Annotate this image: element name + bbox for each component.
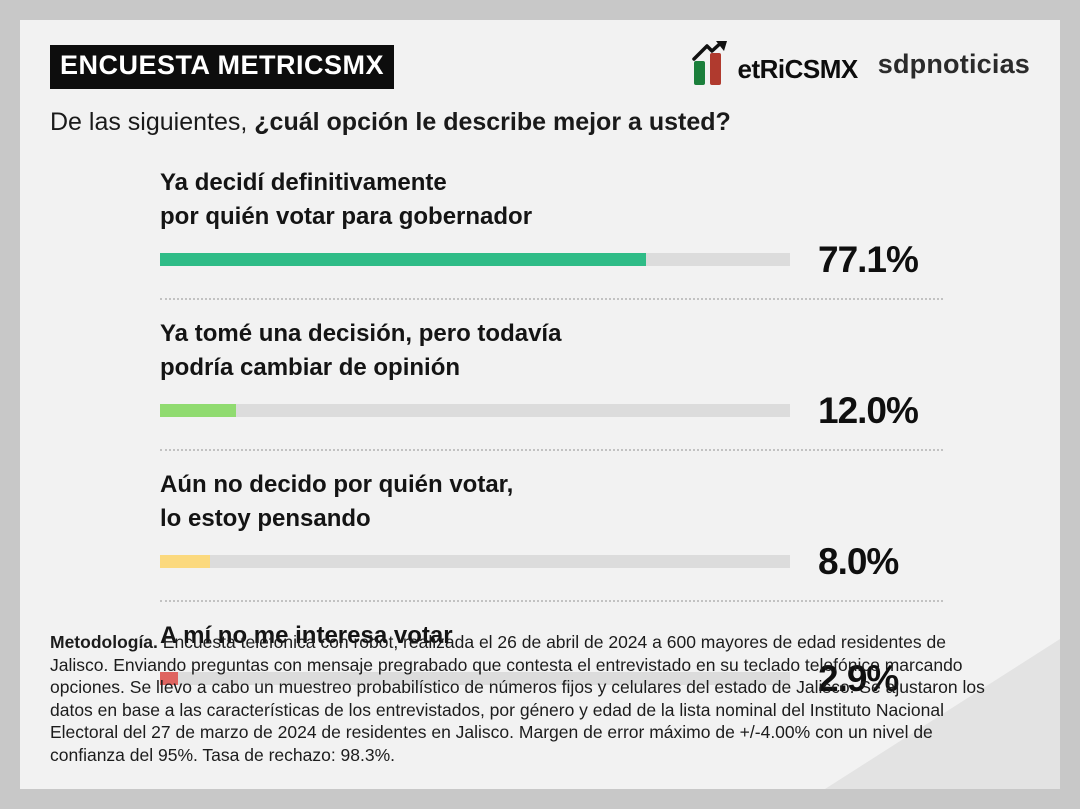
bar-row: 8.0% (160, 543, 943, 580)
result-row: A mí no me interesa votar 2.9% (160, 619, 943, 717)
poll-card: ENCUESTA METRICSMX etRiCSMX sdpnoticias … (20, 20, 1060, 789)
methodology-text: Encuesta telefónica con robot, realizada… (50, 632, 985, 765)
metricsmx-logo-icon (691, 41, 736, 87)
bar-row: 2.9% (160, 660, 943, 697)
brand-row: etRiCSMX sdpnoticias (691, 41, 1030, 87)
poll-title-text: ENCUESTA METRICSMX (60, 50, 385, 80)
methodology-note: Metodología. Encuesta telefónica con rob… (50, 631, 992, 766)
metricsmx-wordmark: etRiCSMX (737, 53, 859, 84)
sdpnoticias-wordmark: sdpnoticias (877, 48, 1030, 79)
results-list: Ya decidí definitivamente por quién vota… (160, 166, 943, 717)
option-label: Ya tomé una decisión, pero todavía podrí… (160, 320, 562, 381)
bar-track (160, 555, 790, 568)
option-label: A mí no me interesa votar (160, 622, 453, 649)
bar-row: 12.0% (160, 392, 943, 429)
percentage-value: 77.1% (818, 239, 919, 280)
metricsmx-logo: etRiCSMX (691, 41, 859, 87)
question-prefix: De las siguientes, (50, 108, 255, 136)
option-label: Ya decidí definitivamente por quién vota… (160, 169, 533, 230)
result-row: Ya decidí definitivamente por quién vota… (160, 166, 943, 300)
survey-question: De las siguientes, ¿cuál opción le descr… (50, 108, 731, 137)
methodology-title: Metodología. (50, 632, 158, 652)
percentage-value: 2.9% (818, 658, 899, 699)
bar-fill (160, 555, 211, 568)
result-row: Ya tomé una decisión, pero todavía podrí… (160, 317, 943, 451)
result-row: Aún no decido por quién votar, lo estoy … (160, 468, 943, 602)
bar-fill (160, 672, 179, 685)
bar-fill (160, 253, 646, 266)
poll-title-badge: ENCUESTA METRICSMX (50, 45, 395, 89)
percentage-value: 8.0% (818, 541, 899, 582)
bar-fill (160, 404, 236, 417)
option-label: Aún no decido por quién votar, lo estoy … (160, 471, 514, 532)
bar-track (160, 253, 790, 266)
percentage-value: 12.0% (818, 390, 919, 431)
bar-row: 77.1% (160, 241, 943, 278)
question-bold: ¿cuál opción le describe mejor a usted? (254, 108, 731, 136)
bar-track (160, 404, 790, 417)
bar-track (160, 672, 790, 685)
